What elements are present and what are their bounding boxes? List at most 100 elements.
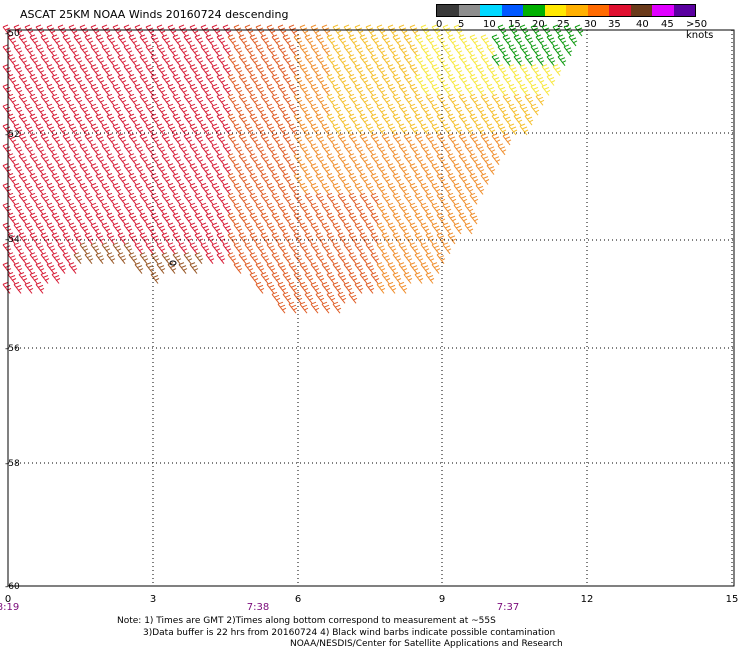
wind-barb (304, 173, 314, 185)
wind-barb (365, 281, 375, 294)
wind-barb (183, 93, 193, 106)
wind-barb (337, 133, 347, 146)
wind-barb (326, 272, 336, 284)
wind-barb (238, 212, 248, 225)
wind-barb (299, 262, 309, 274)
wind-barb (288, 123, 298, 136)
wind-barb (123, 222, 133, 235)
wind-barb (18, 93, 28, 106)
wind-barb (139, 93, 149, 106)
wind-barb (35, 44, 45, 57)
wind-barb (436, 232, 446, 245)
wind-barb (73, 173, 83, 185)
wind-barb (112, 83, 122, 96)
wind-barb (233, 163, 243, 175)
wind-barb (266, 202, 276, 215)
wind-barb (530, 44, 540, 57)
wind-barb (233, 262, 243, 274)
wind-barb (436, 252, 446, 265)
wind-barb (530, 24, 540, 37)
x-tick-label: 6 (295, 594, 301, 605)
legend-swatch (480, 5, 502, 16)
wind-barb (73, 212, 83, 225)
wind-barb (161, 113, 171, 126)
wind-barb (277, 301, 287, 314)
wind-barb (524, 34, 534, 47)
wind-barb (84, 153, 94, 166)
wind-barb (18, 173, 28, 185)
wind-barb (475, 103, 485, 116)
wind-barb (403, 272, 413, 284)
wind-barb (354, 44, 364, 57)
wind-barb (128, 34, 138, 47)
wind-barb (79, 123, 89, 136)
wind-barb (18, 252, 28, 265)
wind-barb (13, 182, 23, 195)
wind-barb (227, 133, 237, 146)
y-tick-label: -56 (5, 344, 20, 354)
wind-barb (123, 182, 133, 195)
wind-barb (29, 232, 39, 245)
wind-barb (365, 182, 375, 195)
wind-barb (62, 212, 72, 225)
wind-barb (2, 83, 12, 96)
wind-barb (431, 163, 441, 175)
wind-barb (189, 123, 199, 136)
wind-barb (321, 163, 331, 175)
wind-barb (469, 113, 479, 126)
wind-barb (387, 222, 397, 235)
wind-barb (354, 281, 364, 294)
wind-barb (370, 74, 380, 86)
wind-barb (337, 54, 347, 67)
wind-barb (409, 83, 419, 96)
wind-barb (491, 74, 501, 86)
wind-barb (381, 153, 391, 166)
wind-barb (392, 173, 402, 185)
wind-barb (216, 34, 226, 47)
wind-barb (7, 272, 17, 284)
wind-barb (524, 93, 534, 106)
wind-barb (420, 64, 430, 76)
wind-barb (161, 93, 171, 106)
wind-barb (216, 153, 226, 166)
wind-barb (271, 113, 281, 126)
wind-barb (222, 163, 232, 175)
wind-barb (519, 103, 529, 116)
wind-barb (2, 103, 12, 116)
wind-barb (35, 64, 45, 76)
wind-barb (29, 74, 39, 86)
wind-barb (326, 252, 336, 265)
wind-barb (277, 222, 287, 235)
legend-label: >50 knots (686, 19, 714, 41)
wind-barb (343, 281, 353, 294)
wind-barb (398, 202, 408, 215)
wind-barb (288, 242, 298, 255)
wind-barb (46, 222, 56, 235)
wind-barb (447, 153, 457, 166)
wind-barb (255, 64, 265, 76)
wind-barb (123, 202, 133, 215)
wind-barb (420, 103, 430, 116)
wind-barb (227, 34, 237, 47)
wind-barb (2, 202, 12, 215)
wind-barb (79, 64, 89, 76)
wind-barb (387, 242, 397, 255)
wind-barb (101, 182, 111, 195)
wind-barb (343, 103, 353, 116)
wind-barb (310, 24, 320, 37)
wind-barb (266, 143, 276, 156)
wind-barb (277, 202, 287, 215)
wind-barb (315, 173, 325, 185)
wind-barb (381, 74, 391, 86)
wind-barb (425, 212, 435, 225)
wind-barb (194, 74, 204, 86)
wind-barb (150, 232, 160, 245)
wind-barbs-layer (2, 24, 584, 314)
y-tick-label: -60 (5, 582, 20, 592)
wind-barb (216, 74, 226, 86)
wind-barb (112, 44, 122, 57)
wind-barb (90, 83, 100, 96)
wind-barb (46, 182, 56, 195)
wind-barb (453, 83, 463, 96)
